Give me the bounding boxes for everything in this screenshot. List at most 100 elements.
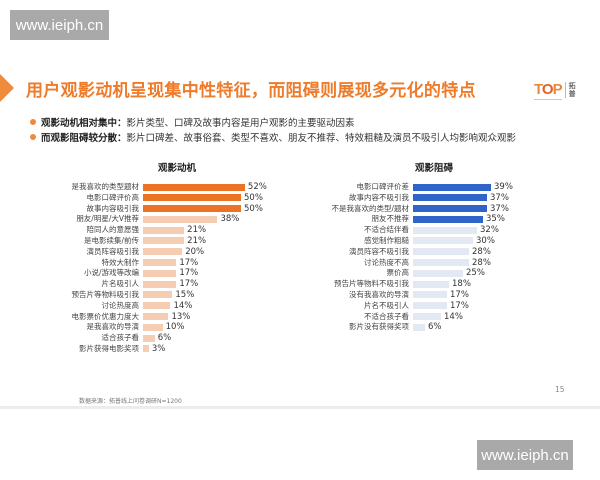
barrier-chart-title: 观影阻碍 [415,163,454,174]
bar [413,280,449,288]
title-arrow-icon [0,74,14,102]
bar-category-label: 没有我喜欢的导演 [349,289,409,299]
bar [143,183,245,191]
motive-bar-row: 是我喜欢的类型题材 52% [60,182,280,193]
bar-category-label: 片名吸引人 [101,279,140,289]
bar-value-label: 10% [165,322,185,333]
finding-item: 观影动机相对集中： 影片类型、口碑及故事内容是用户观影的主要驱动因素 [30,114,516,129]
bar [143,226,185,234]
bar-value-label: 32% [480,225,499,236]
bar-category-label: 影片没有获得奖项 [349,322,409,332]
logo-cn-2: 普 [568,90,576,98]
bar-category-label: 不适合结伴看 [364,225,409,235]
bar [413,291,447,299]
bar-category-label: 不是我喜欢的类型/题材 [331,203,409,213]
logo-cn-1: 拓 [568,82,576,90]
bar-value-label: 21% [187,235,207,246]
bar-value-label: 17% [450,300,469,311]
motive-bar-row: 片名吸引人 17% [60,279,280,290]
bar-category-label: 陪同人的意愿强 [86,225,140,235]
bar-value-label: 21% [187,225,207,236]
bar [143,280,177,288]
bar [413,194,487,202]
bar [143,291,173,299]
bar [143,334,155,342]
logo-letter-p: P [552,80,563,98]
bar-category-label: 小说/游戏等改编 [83,268,139,278]
bar [143,269,177,277]
slide-divider [0,406,600,409]
bar-value-label: 14% [444,311,463,322]
bar [143,302,171,310]
bar-category-label: 讨论热度不高 [364,257,409,267]
motive-bar-row: 讨论热度高 14% [60,301,280,312]
bar-category-label: 预告片等物料吸引我 [71,289,140,299]
bar [143,248,183,256]
bar-category-label: 电影口碑评价差 [356,182,410,191]
bar-value-label: 14% [173,300,193,311]
barrier-bar-row: 朋友不推荐 35% [300,214,530,225]
motive-bar-row: 故事内容吸引我 50% [60,204,280,215]
bar [143,259,177,267]
motive-bar-row: 影片获得电影奖项 3% [60,344,280,355]
bar-category-label: 特效大制作 [101,257,140,267]
barrier-bar-row: 不适合孩子看 14% [300,312,530,323]
barrier-bar-row: 预告片等物料不吸引我 18% [300,279,530,290]
bar-value-label: 28% [472,246,491,257]
bullet-dot-icon [30,118,36,125]
bar-category-label: 朋友不推荐 [371,214,410,224]
watermark-top: www.ieiph.cn [10,10,109,40]
bar-value-label: 6% [428,322,442,333]
motive-bar-row: 适合孩子看 6% [60,333,280,344]
slide-page [0,60,600,405]
finding-text: 影片类型、口碑及故事内容是用户观影的主要驱动因素 [126,117,355,129]
bullet-dot-icon [30,133,36,140]
barrier-bar-row: 讨论热度不高 28% [300,258,530,269]
bar-value-label: 52% [247,182,267,192]
motive-bar-row: 特效大制作 17% [60,258,280,269]
motive-bar-row: 朋友/明星/大V推荐 38% [60,214,280,225]
bar-category-label: 讨论热度高 [101,300,140,310]
motive-bar-row: 电影口碑评价高 50% [60,193,280,204]
logo-letter-t: T [534,80,543,98]
bar-category-label: 是电影续集/前传 [83,235,139,245]
barrier-bar-row: 感觉制作粗糙 30% [300,236,530,247]
bar-value-label: 17% [179,257,199,268]
bar-value-label: 30% [476,235,495,246]
bar [413,248,469,256]
data-source-note: 数据来源：拓普线上问卷调研N=1200 [79,398,182,405]
motive-chart-bars: 是我喜欢的类型题材 52% 电影口碑评价高 50% 故事内容吸引我 50% 朋友/明星/大V… [60,182,280,355]
bar [143,237,185,245]
logo-separator [564,82,566,98]
bar [143,313,169,321]
barrier-bar-row: 演员阵容不吸引我 28% [300,247,530,258]
finding-item: 而观影阻碍较分散： 影片口碑差、故事俗套、类型不喜欢、朋友不推荐、特效粗糙及演员… [30,129,516,144]
motive-chart-title: 观影动机 [158,163,197,174]
barrier-chart-bars: 电影口碑评价差 39% 故事内容不吸引我 37% 不是我喜欢的类型/题材 37% 朋友不推荐… [300,182,530,333]
bar-value-label: 37% [490,192,509,203]
key-findings: 观影动机相对集中： 影片类型、口碑及故事内容是用户观影的主要驱动因素 而观影阻碍… [30,114,516,144]
barrier-bar-row: 没有我喜欢的导演 17% [300,290,530,301]
bar-category-label: 票价高 [386,268,410,278]
bar [143,205,241,213]
bar-value-label: 50% [244,203,263,214]
bar-value-label: 37% [490,203,509,214]
bar [413,205,487,213]
page-number: 15 [555,385,565,394]
bar [413,302,447,310]
bar-value-label: 15% [175,289,195,300]
bar-category-label: 是我喜欢的类型题材 [71,182,140,191]
bar-value-label: 50% [244,192,263,203]
finding-text: 影片口碑差、故事俗套、类型不喜欢、朋友不推荐、特效粗糙及演员不吸引人均影响观众观… [126,132,517,144]
bar-category-label: 是我喜欢的导演 [86,322,140,332]
bar [143,194,241,202]
bar [143,323,163,331]
bar-value-label: 25% [466,268,485,279]
bar-category-label: 演员阵容不吸引我 [349,246,409,256]
motive-bar-row: 演员阵容吸引我 20% [60,247,280,258]
bar [143,345,149,353]
bar-category-label: 电影票价优惠力度大 [71,311,140,321]
bar-value-label: 28% [472,257,491,268]
bar [413,259,469,267]
barrier-bar-row: 不是我喜欢的类型/题材 37% [300,204,530,215]
